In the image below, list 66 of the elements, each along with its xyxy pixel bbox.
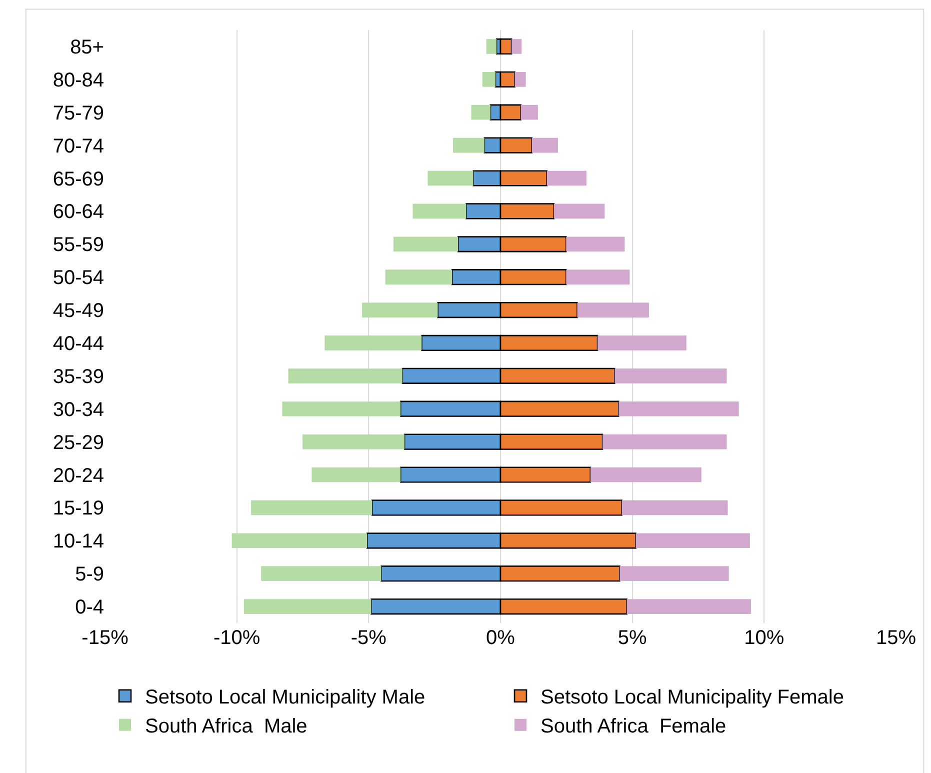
y-tick-label: 80-84 [52,69,104,92]
bar [362,302,438,318]
x-tick-label: -5% [350,627,387,649]
bar [453,138,484,153]
bar [614,368,727,384]
x-tick-label: -10% [213,627,260,649]
bar [532,138,558,153]
bar [602,434,727,450]
x-tick-label: 15% [876,627,916,649]
bar [251,500,372,516]
y-tick-label: 0-4 [75,596,104,619]
x-tick-label: -15% [82,627,129,649]
y-tick-label: 55-59 [52,234,104,256]
y-tick-label: 10-14 [52,530,104,553]
y-tick-label: 20-24 [52,464,104,487]
bar [471,104,490,120]
bar [514,72,526,87]
bar [622,500,728,516]
bar [577,302,649,318]
bar [324,336,422,350]
bar [482,72,496,87]
y-tick-label: 35-39 [52,366,104,388]
legend-label: Setsoto Local Municipality Female [540,686,844,709]
y-tick-label: 65-69 [52,168,104,190]
y-tick-label: 50-54 [52,267,104,290]
bar [232,533,368,548]
y-tick-label: 15-19 [52,498,104,520]
y-tick-label: 25-29 [52,432,104,454]
bar [288,368,402,384]
x-tick-label: 10% [744,627,784,649]
bar [486,39,497,54]
bar [590,467,702,482]
y-tick-label: 85+ [70,36,104,58]
bar [636,533,750,548]
bar [261,566,382,581]
bar [282,401,401,416]
bar [626,599,751,614]
x-tick-label: 5% [618,627,647,649]
bar [566,270,630,284]
legend-label: South Africa Female [540,716,726,738]
bar [500,38,512,55]
bar [393,236,458,252]
bar [554,204,605,219]
bar [412,204,466,219]
bar [620,566,729,581]
y-tick-label: 40-44 [52,332,104,355]
y-tick-label: 75-79 [52,102,104,124]
bar [428,170,474,186]
y-tick-label: 60-64 [52,201,104,224]
bar [618,401,739,416]
bar [312,467,401,482]
bar [566,236,625,252]
x-tick-label: 0% [486,627,516,649]
y-tick-label: 5-9 [75,564,104,586]
legend-label: South Africa Male [145,716,308,738]
bar [598,336,686,350]
bar [520,104,538,120]
legend-label: Setsoto Local Municipality Male [145,686,426,709]
bar [512,39,522,54]
bar [302,434,405,450]
y-tick-label: 70-74 [52,135,104,158]
bar [244,599,372,614]
y-tick-label: 30-34 [52,398,104,421]
y-tick-label: 45-49 [52,300,104,322]
bar [385,270,452,284]
bar [546,170,586,186]
